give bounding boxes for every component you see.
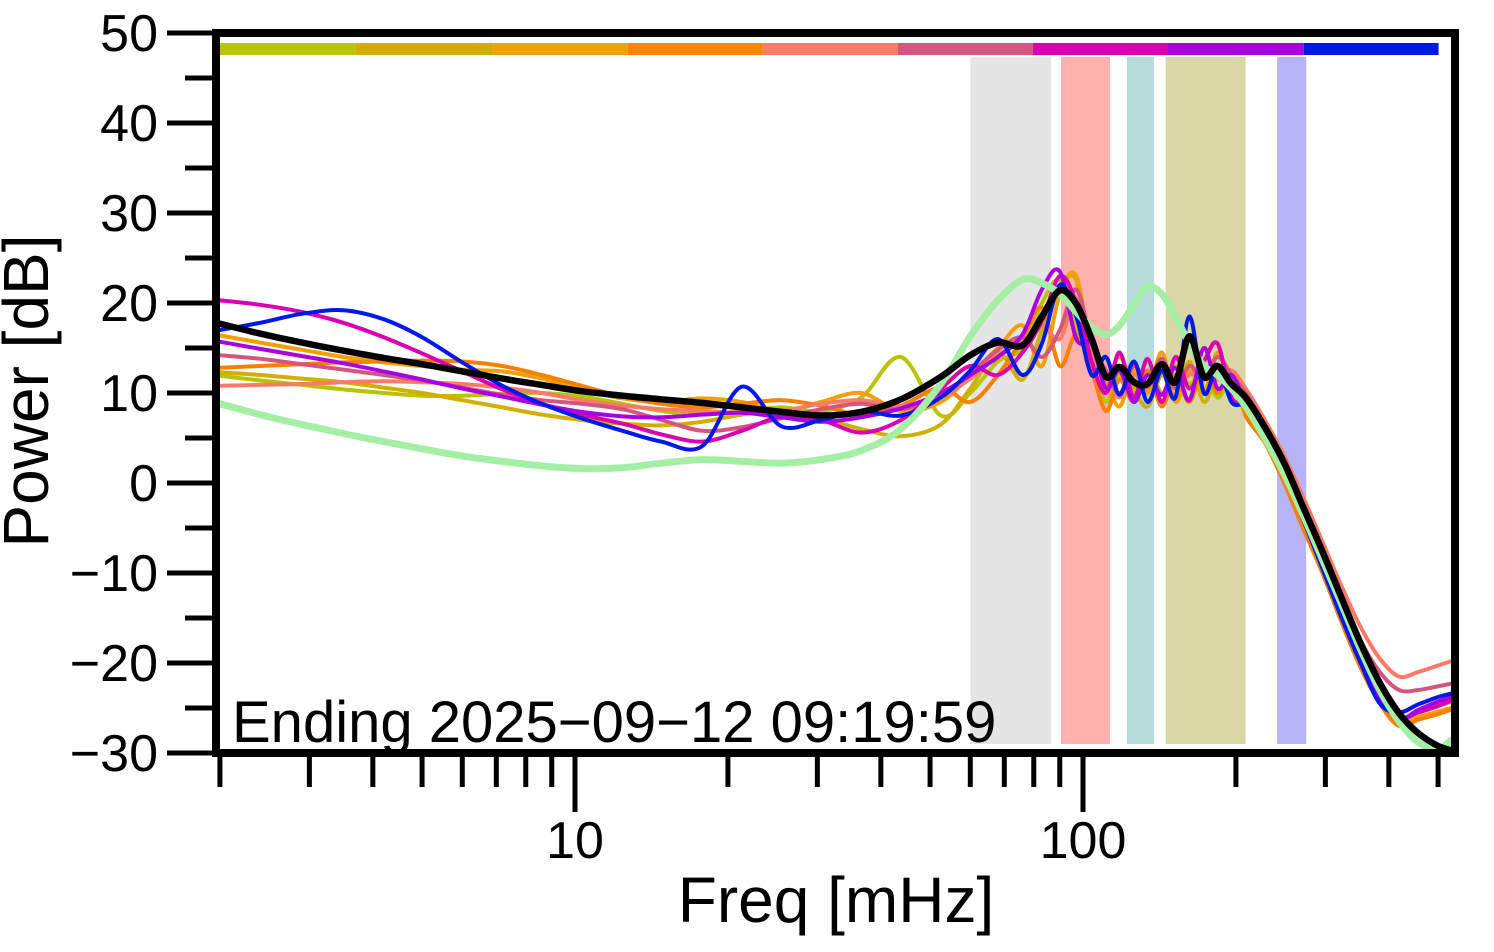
- y-tick-label: 10: [100, 365, 158, 423]
- y-tick-label: −10: [70, 545, 158, 603]
- colorbar-segment-5: [762, 43, 898, 55]
- colorbar-segment-6: [897, 43, 1033, 55]
- x-axis-title: Freq [mHz]: [678, 864, 994, 936]
- plot-frame: [212, 29, 1459, 757]
- series-spectrum-9-blue: [220, 282, 1451, 715]
- series-mean-black: [220, 286, 1451, 749]
- series-reference-lightgreen: [220, 275, 1451, 749]
- series-spectrum-4-darkorange: [220, 305, 1451, 729]
- y-axis-title: Power [dB]: [0, 234, 62, 547]
- time-colorbar-layer: [219, 43, 1439, 55]
- series-spectrum-2-gold: [220, 273, 1451, 720]
- y-tick-label: 30: [100, 185, 158, 243]
- y-tick-label: −30: [70, 725, 158, 783]
- x-tick-label: 100: [1040, 812, 1127, 870]
- series-spectrum-7-magenta: [220, 273, 1451, 721]
- y-tick-label: 0: [129, 455, 158, 513]
- colorbar-segment-4: [627, 43, 763, 55]
- colorbar-segment-3: [493, 43, 628, 55]
- colorbar-segment-1: [219, 43, 356, 55]
- band-lavender: [1277, 57, 1307, 744]
- x-tick-label: 10: [546, 812, 604, 870]
- spectra-layer: [220, 267, 1451, 749]
- colorbar-segment-2: [355, 43, 494, 55]
- series-spectrum-8-violet: [220, 267, 1451, 722]
- series-spectrum-5-salmon: [220, 296, 1451, 680]
- y-tick-label: 50: [100, 5, 158, 63]
- y-tick-label: 20: [100, 275, 158, 333]
- series-spectrum-6-raspberry: [220, 287, 1451, 694]
- y-tick-label: −20: [70, 635, 158, 693]
- ending-timestamp-annotation: Ending 2025−09−12 09:19:59: [232, 690, 996, 755]
- series-spectrum-3-orange: [220, 270, 1451, 725]
- colorbar-segment-9: [1303, 43, 1439, 55]
- y-tick-label: 40: [100, 95, 158, 153]
- colorbar-segment-8: [1168, 43, 1304, 55]
- band-gray: [970, 57, 1051, 744]
- colorbar-segment-7: [1032, 43, 1168, 55]
